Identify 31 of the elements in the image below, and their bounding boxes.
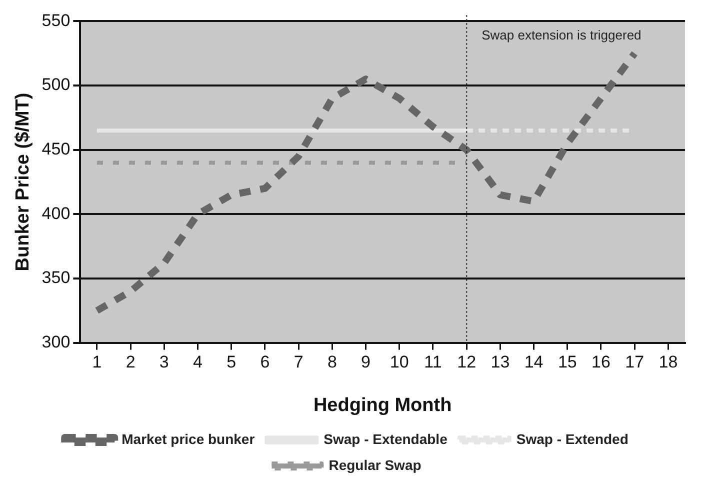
y-tick-label: 300 <box>42 332 70 352</box>
x-tick-label: 15 <box>558 352 577 372</box>
x-tick-label: 9 <box>361 352 371 372</box>
y-tick-label: 500 <box>42 75 70 94</box>
x-tick-label: 17 <box>625 352 644 372</box>
x-tick-label: 8 <box>327 352 337 372</box>
legend-label: Swap - Extended <box>516 430 628 447</box>
x-tick-label: 2 <box>126 352 136 372</box>
x-tick-label: 10 <box>390 352 409 372</box>
x-tick-label: 1 <box>92 352 102 372</box>
ref-line-label: Swap extension is triggered <box>482 27 642 42</box>
x-tick-label: 14 <box>524 352 544 372</box>
x-tick-label: 6 <box>260 352 270 372</box>
legend-label: Market price bunker <box>122 430 256 447</box>
x-tick-label: 3 <box>159 352 169 372</box>
legend-label: Swap - Extendable <box>324 430 448 447</box>
x-tick-label: 11 <box>424 352 442 372</box>
x-tick-label: 4 <box>193 352 203 372</box>
x-tick-label: 13 <box>490 352 510 372</box>
x-tick-label: 7 <box>294 352 304 372</box>
y-tick-label: 450 <box>42 140 70 159</box>
y-axis-title: Bunker Price ($/MT) <box>12 92 34 272</box>
x-tick-label: 18 <box>658 352 678 372</box>
y-tick-label: 550 <box>42 10 70 30</box>
x-tick-label: 12 <box>457 352 476 372</box>
y-tick-label: 400 <box>42 204 70 223</box>
x-tick-label: 5 <box>226 352 236 372</box>
y-tick-label: 350 <box>42 268 70 288</box>
x-axis-title: Hedging Month <box>313 394 452 416</box>
legend-label: Regular Swap <box>328 456 422 473</box>
x-tick-label: 16 <box>592 352 610 372</box>
